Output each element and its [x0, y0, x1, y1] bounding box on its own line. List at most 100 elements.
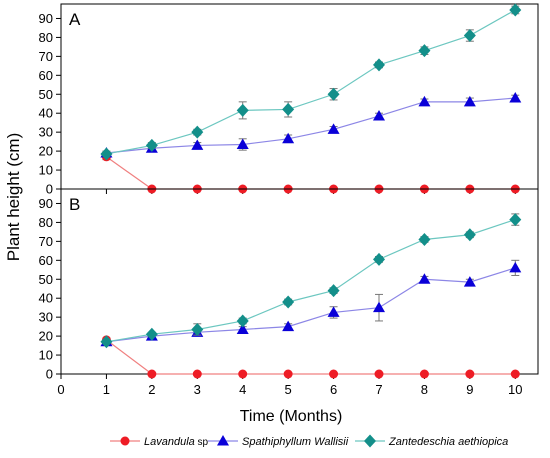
x-tick-label: 6	[330, 382, 337, 397]
data-point	[509, 92, 522, 103]
panel-label: B	[69, 195, 80, 214]
y-tick-label: 30	[39, 125, 53, 140]
legend-label: Zantedeschia aethiopica	[388, 436, 508, 448]
legend-label: Spathiphyllum Wallisii	[242, 436, 349, 448]
y-tick-label: 70	[39, 49, 53, 64]
data-point	[192, 369, 202, 379]
data-point	[236, 314, 249, 328]
data-point	[282, 320, 295, 332]
y-tick-label: 10	[39, 163, 53, 178]
x-tick-label: 1	[103, 382, 110, 397]
y-tick-label: 70	[39, 234, 53, 249]
data-point	[510, 369, 520, 379]
panel-A: A 0 10 20 30 40 50 60 70 80 90	[39, 3, 539, 197]
data-point	[100, 147, 113, 161]
x-tick-label: 8	[421, 382, 428, 397]
data-point	[100, 335, 113, 349]
series-line	[106, 97, 516, 154]
data-point	[282, 132, 295, 144]
y-tick-label: 60	[39, 68, 53, 83]
legend-label: Lavandula sp	[144, 436, 209, 448]
y-tick-label: 40	[39, 291, 53, 306]
data-point	[283, 369, 293, 379]
data-point	[509, 213, 522, 227]
chart-panels: A0102030405060708090B0102030405060708090…	[39, 3, 539, 397]
data-point	[236, 103, 249, 117]
x-tick-label: 3	[194, 382, 201, 397]
data-point	[418, 44, 431, 58]
series-line	[106, 219, 516, 343]
series-zantedeschia	[100, 213, 522, 349]
series-line	[106, 156, 516, 190]
series-line	[106, 9, 516, 155]
legend-label-name: Spathiphyllum Wallisii	[242, 436, 349, 448]
data-point	[327, 306, 340, 317]
y-tick-label: 40	[39, 106, 53, 121]
series-line	[106, 339, 516, 375]
data-point	[465, 369, 475, 379]
data-point	[373, 58, 385, 72]
data-point	[191, 125, 204, 139]
y-tick-label: 80	[39, 215, 53, 230]
y-tick-label: 10	[39, 348, 53, 363]
data-point	[418, 273, 431, 284]
y-tick-label: 30	[39, 310, 53, 325]
y-tick-label: 90	[39, 11, 53, 26]
x-tick-label: 7	[375, 382, 382, 397]
data-point	[373, 301, 385, 313]
data-point	[327, 87, 340, 101]
data-point	[282, 295, 295, 309]
legend-marker	[217, 435, 229, 446]
y-tick-label: 0	[46, 367, 53, 382]
legend-label-suffix: sp	[195, 437, 209, 448]
y-tick-label: 80	[39, 30, 53, 45]
data-point	[418, 232, 431, 246]
legend: Lavandula sp Spathiphyllum Wallisii Zanted…	[110, 434, 508, 448]
data-point	[238, 369, 248, 379]
data-point	[327, 284, 340, 298]
panel-label: A	[69, 10, 81, 29]
data-point	[463, 228, 476, 242]
data-point	[463, 95, 476, 107]
data-point	[327, 123, 340, 134]
data-point	[282, 102, 295, 116]
legend-entry-lavandula: Lavandula sp	[110, 436, 209, 448]
y-tick-label: 0	[46, 182, 53, 197]
series-zantedeschia	[100, 3, 522, 161]
data-point	[419, 369, 429, 379]
data-point	[373, 252, 385, 266]
legend-label-name: Zantedeschia aethiopica	[388, 436, 508, 448]
y-tick-label: 20	[39, 329, 53, 344]
x-tick-label: 4	[239, 382, 246, 397]
legend-label-name: Lavandula	[144, 436, 195, 448]
data-point	[191, 322, 204, 336]
data-point	[463, 276, 476, 287]
series-lavandula	[101, 335, 520, 379]
y-tick-label: 50	[39, 87, 53, 102]
legend-entry-spathiphyllum: Spathiphyllum Wallisii	[208, 435, 349, 448]
x-axis-title: Time (Months)	[240, 408, 343, 425]
x-tick-label: 5	[285, 382, 292, 397]
plot-frame	[60, 3, 539, 190]
y-tick-label: 90	[39, 196, 53, 211]
data-point	[509, 261, 522, 273]
data-point	[145, 327, 158, 341]
x-tick-label: 2	[148, 382, 155, 397]
series-line	[106, 267, 516, 343]
y-tick-label: 20	[39, 144, 53, 159]
series-lavandula	[101, 152, 520, 194]
y-tick-label: 60	[39, 253, 53, 268]
data-point	[191, 139, 204, 150]
y-axis-title: Plant height (cm)	[4, 133, 23, 262]
x-tick-label: 9	[466, 382, 473, 397]
data-point	[329, 369, 339, 379]
legend-marker	[120, 436, 130, 446]
legend-marker	[364, 434, 376, 448]
data-point	[509, 3, 522, 17]
data-point	[374, 369, 384, 379]
data-point	[236, 323, 249, 334]
data-point	[145, 138, 158, 152]
panel-B: B 0 10 20 30 40 50 60 70 80 90 0 1 2 3 4 5 6 7 8 9 10	[39, 188, 539, 397]
